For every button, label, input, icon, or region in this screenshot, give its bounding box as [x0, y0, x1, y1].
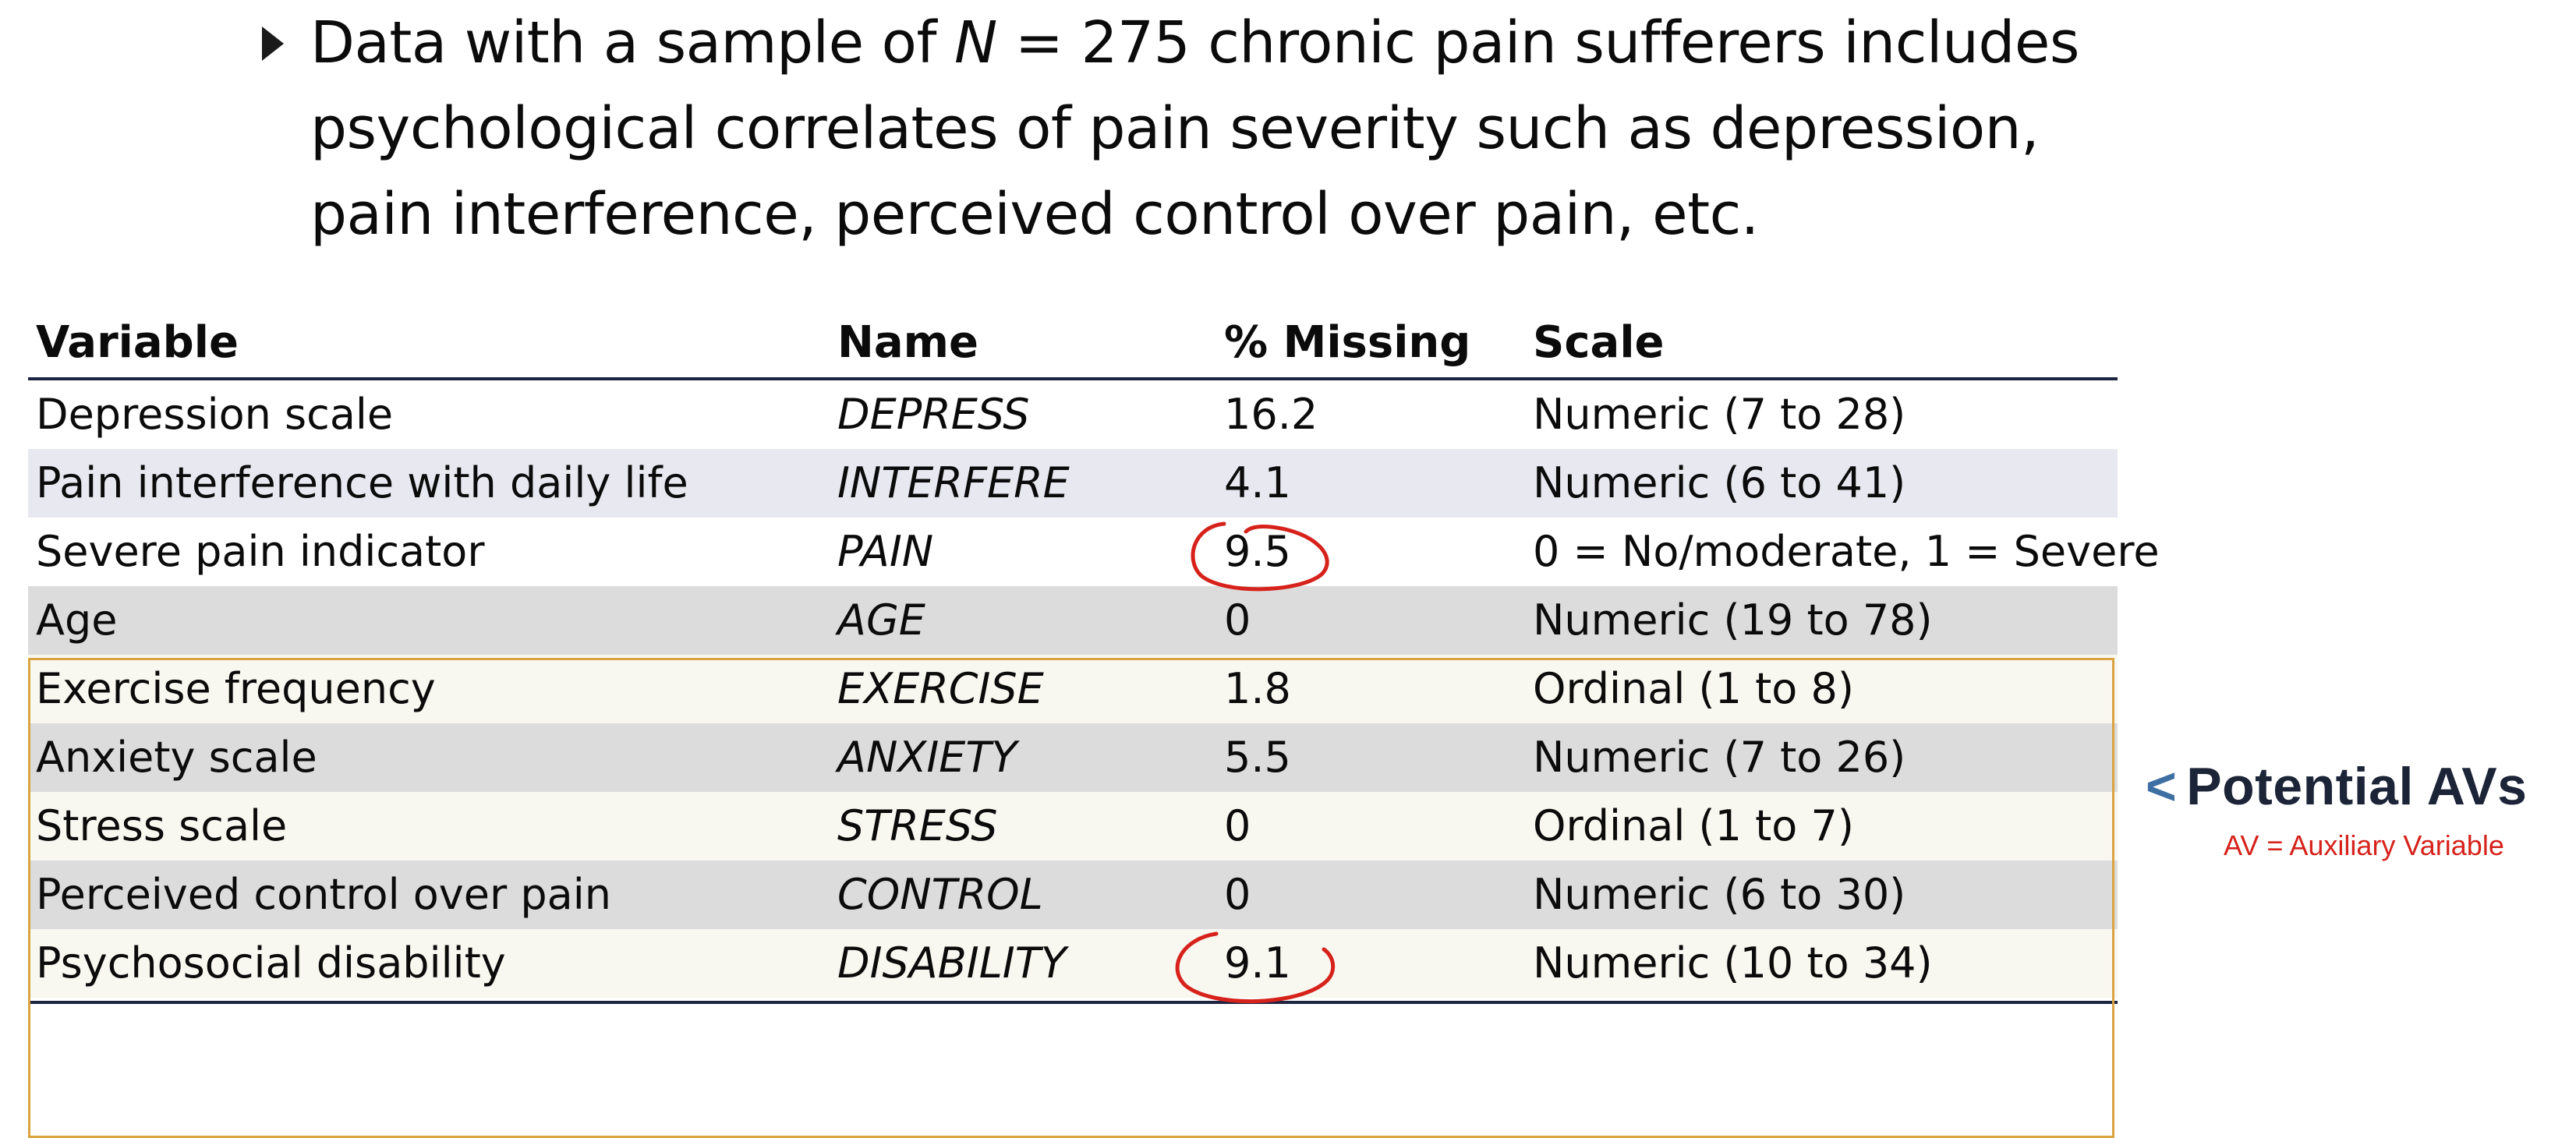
header-scale: Scale — [1533, 317, 1665, 368]
cell-scale: Numeric (6 to 30) — [1533, 870, 1906, 919]
table-row: Depression scale DEPRESS 16.2 Numeric (7… — [28, 380, 2118, 449]
header-variable: Variable — [36, 317, 239, 368]
cell-scale: Ordinal (1 to 7) — [1533, 801, 1854, 850]
av-title-text: Potential AVs — [2186, 757, 2528, 816]
table-row: Stress scale STRESS 0 Ordinal (1 to 7) — [28, 792, 2118, 861]
cell-missing: 0 — [1224, 596, 1251, 645]
table-row: Severe pain indicator PAIN 9.5 0 = No/mo… — [28, 518, 2160, 586]
cell-name: PAIN — [837, 527, 934, 576]
cell-variable: Exercise frequency — [36, 664, 436, 713]
table-row: Pain interference with daily life INTERF… — [28, 449, 2118, 518]
cell-missing: 1.8 — [1224, 664, 1291, 713]
cell-name: DEPRESS — [837, 390, 1030, 439]
bottom-rule — [28, 1001, 2118, 1004]
potential-avs-title: < Potential AVs — [2146, 756, 2567, 817]
bullet-prefix: Data with a sample of — [310, 9, 955, 76]
cell-name: CONTROL — [837, 870, 1043, 919]
cell-variable: Age — [36, 596, 118, 645]
cell-variable: Psychosocial disability — [36, 938, 506, 988]
cell-name: STRESS — [837, 801, 998, 850]
cell-scale: Numeric (6 to 41) — [1533, 458, 1906, 507]
table-row: Anxiety scale ANXIETY 5.5 Numeric (7 to … — [28, 723, 2118, 792]
bullet-n-symbol: N — [954, 9, 997, 76]
cell-missing: 9.1 — [1224, 938, 1291, 988]
cell-missing: 16.2 — [1224, 390, 1318, 439]
header-rule — [28, 377, 2118, 380]
table-row: Psychosocial disability DISABILITY 9.1 N… — [28, 929, 2118, 998]
potential-avs-note: < Potential AVs AV = Auxiliary Variable — [2146, 756, 2567, 862]
cell-scale: Ordinal (1 to 8) — [1533, 664, 1854, 713]
table-row: Perceived control over pain CONTROL 0 Nu… — [28, 861, 2118, 929]
cell-name: DISABILITY — [837, 938, 1067, 988]
table-row: Age AGE 0 Numeric (19 to 78) — [28, 586, 2118, 655]
cell-variable: Severe pain indicator — [36, 527, 485, 576]
cell-scale: 0 = No/moderate, 1 = Severe — [1533, 527, 2160, 576]
cell-scale: Numeric (7 to 26) — [1533, 733, 1906, 782]
bullet-text: Data with a sample of N = 275 chronic pa… — [310, 0, 2127, 257]
cell-missing: 9.5 — [1224, 527, 1291, 576]
cell-variable: Anxiety scale — [36, 733, 317, 782]
table-row: Exercise frequency EXERCISE 1.8 Ordinal … — [28, 655, 2118, 723]
variables-table: Variable Name % Missing Scale Depression… — [28, 306, 2160, 1138]
header-name: Name — [837, 317, 978, 368]
cell-name: EXERCISE — [837, 664, 1044, 713]
cell-name: ANXIETY — [837, 733, 1017, 782]
cell-variable: Depression scale — [36, 390, 394, 439]
cell-scale: Numeric (19 to 78) — [1533, 596, 1933, 645]
cell-missing: 0 — [1224, 801, 1251, 850]
cell-missing: 4.1 — [1224, 458, 1291, 507]
av-marker: < — [2146, 757, 2178, 816]
cell-name: INTERFERE — [837, 458, 1070, 507]
table-body: Depression scale DEPRESS 16.2 Numeric (7… — [28, 380, 2160, 1138]
cell-scale: Numeric (7 to 28) — [1533, 390, 1906, 439]
bullet-suffix: = 275 chronic pain sufferers includes ps… — [310, 9, 2079, 248]
cell-missing: 0 — [1224, 870, 1251, 919]
cell-missing: 5.5 — [1224, 733, 1291, 782]
header-missing: % Missing — [1224, 317, 1471, 368]
cell-variable: Pain interference with daily life — [36, 458, 688, 507]
table-header: Variable Name % Missing Scale — [28, 306, 2118, 377]
bullet-triangle-icon — [262, 27, 284, 61]
cell-variable: Perceived control over pain — [36, 870, 611, 919]
cell-scale: Numeric (10 to 34) — [1533, 938, 1933, 988]
cell-name: AGE — [837, 596, 925, 645]
cell-variable: Stress scale — [36, 801, 288, 850]
av-definition: AV = Auxiliary Variable — [2224, 829, 2504, 861]
